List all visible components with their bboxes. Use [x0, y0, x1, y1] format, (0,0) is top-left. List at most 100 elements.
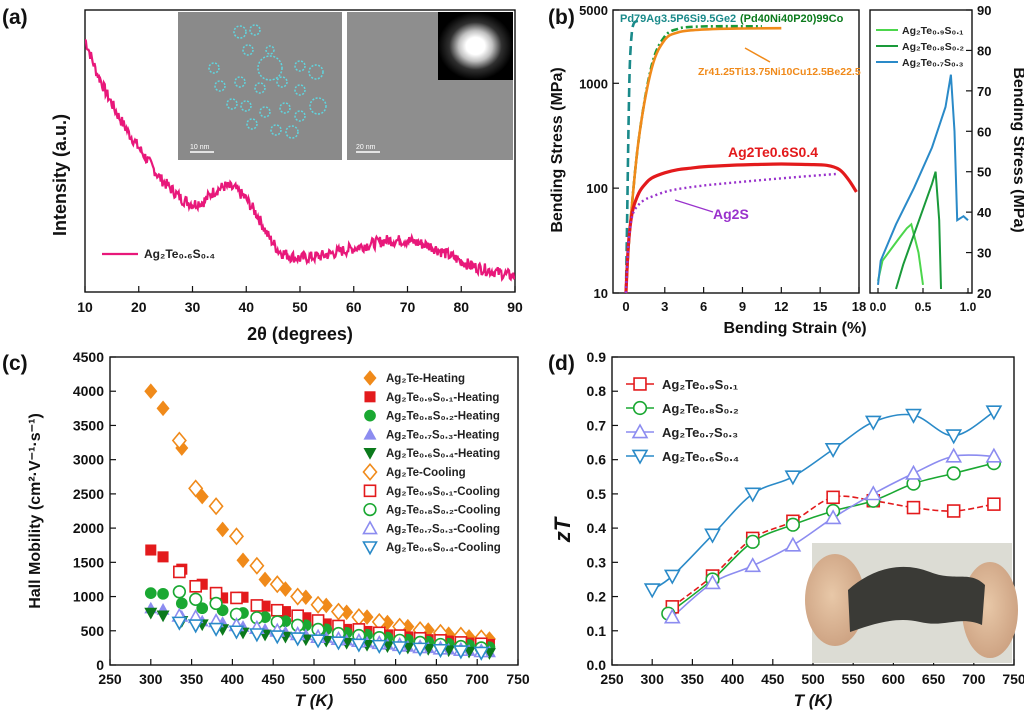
- data-point: [236, 552, 250, 569]
- inset-x-tick-label: 0.5: [915, 300, 932, 314]
- legend-marker: [362, 462, 378, 482]
- inset-legend-label: Ag₂Te₀.₇S₀.₃: [902, 57, 964, 69]
- panel-c: 250 300 350 400 450 500 550 600 650 700 750 0 500 100…: [27, 349, 530, 710]
- data-point: [228, 625, 245, 640]
- data-point: [351, 638, 367, 653]
- data-point: [391, 641, 408, 656]
- data-point: [270, 603, 284, 617]
- data-point: [144, 383, 158, 400]
- data-point: [171, 431, 187, 450]
- nanoparticle-marker: [276, 76, 288, 88]
- data-point: [360, 609, 374, 625]
- stress-curve-Ag2Te0.6S0.4: [624, 162, 858, 294]
- data-point: [269, 575, 285, 594]
- legend-marker: [632, 400, 648, 416]
- data-point: [319, 597, 333, 614]
- x-axis: 10 20 30 40 50 60 70 80 90: [77, 286, 523, 315]
- data-point: [249, 556, 265, 575]
- x-tick-label: 650: [425, 671, 449, 687]
- x-axis-label: T (K): [794, 691, 833, 710]
- x-tick-label: 30: [185, 299, 201, 315]
- y-tick-label: 0.5: [587, 486, 607, 502]
- x-tick-label: 550: [842, 671, 866, 687]
- legend-marker: [363, 448, 377, 460]
- ag2s-leader-line: [674, 199, 714, 213]
- inset-x-tick-label: 1.0: [960, 300, 977, 314]
- x-tick-label: 300: [139, 671, 163, 687]
- data-point: [784, 470, 802, 486]
- data-point: [432, 643, 449, 659]
- data-point: [259, 600, 271, 612]
- data-point: [230, 591, 243, 605]
- inset-frame: [869, 9, 973, 294]
- nanoparticle-marker: [270, 124, 282, 136]
- data-point: [824, 442, 842, 459]
- x-tick-label: 250: [600, 671, 624, 687]
- data-point: [217, 592, 229, 604]
- legend-label: Ag₂Te₀.₇S₀.₃-Heating: [386, 429, 499, 441]
- scale-label-1: 10 nm: [190, 144, 210, 151]
- data-point: [228, 527, 245, 546]
- data-point: [473, 646, 490, 661]
- nanoparticle-marker: [265, 45, 275, 55]
- x-tick-label: 3: [661, 299, 668, 314]
- data-point: [945, 447, 963, 463]
- nanoparticle-marker: [240, 100, 252, 112]
- data-point: [196, 602, 209, 615]
- y-tick-label: 0: [96, 657, 104, 673]
- x-axis-label: T (K): [295, 691, 334, 710]
- y-tick-label: 1500: [73, 554, 104, 570]
- data-point: [864, 415, 882, 431]
- x-tick-label: 700: [466, 671, 490, 687]
- x-tick-label: 500: [801, 671, 825, 687]
- label-ag2te06s04: Ag2Te0.6S0.4: [728, 144, 818, 160]
- tem-image-left: 10 nm: [178, 12, 342, 160]
- y-tick-label: 0.8: [587, 383, 607, 399]
- data-point: [784, 536, 802, 552]
- data-point: [453, 645, 469, 660]
- data-point: [157, 587, 169, 600]
- y-axis-label: zT: [550, 516, 575, 543]
- x-tick-label: 18: [852, 299, 866, 314]
- panel-label-c: (c): [2, 352, 28, 375]
- data-point: [663, 608, 681, 624]
- data-point: [310, 634, 326, 649]
- y-axis-label: Intensity (a.u.): [50, 114, 70, 236]
- x-tick-label: 600: [384, 671, 408, 687]
- legend-marker: [631, 449, 649, 465]
- data-point: [704, 574, 721, 590]
- data-point: [171, 616, 188, 631]
- data-point: [237, 591, 249, 603]
- data-point: [744, 487, 762, 503]
- legend-label: Ag₂Te-Cooling: [386, 467, 466, 479]
- y-tick-label: 0.2: [587, 589, 607, 605]
- data-point: [216, 521, 230, 538]
- data-point: [290, 587, 306, 606]
- x-tick-label: 9: [739, 299, 746, 314]
- nanoparticle-marker: [246, 118, 258, 130]
- inset-y-tick-label: 30: [977, 246, 991, 261]
- legend-marker: [363, 484, 377, 498]
- inset-y-tick-label: 70: [977, 84, 991, 99]
- legend-marker: [364, 391, 376, 403]
- legend-marker: [633, 377, 647, 391]
- x-tick-label: 70: [400, 299, 416, 315]
- data-point: [299, 589, 313, 606]
- data-point: [310, 595, 326, 614]
- inset-lines: [877, 74, 969, 290]
- x-tick-label: 700: [962, 671, 986, 687]
- inset-legend: Ag₂Te₀.₉S₀.₁ Ag₂Te₀.₈S₀.₂ Ag₂Te₀.₇S₀.₃: [876, 25, 964, 69]
- scale-label-2: 20 nm: [356, 144, 376, 151]
- y-tick-label: 500: [81, 623, 105, 639]
- stress-curve-Pd79Ag3.5P6Si9.5Ge2: [624, 18, 642, 294]
- panel-label-a: (a): [2, 6, 28, 29]
- x-tick-label: 90: [507, 299, 523, 315]
- legend-label: Ag₂Te₀.₈S₀.₂-Heating: [386, 411, 500, 423]
- nanoparticle-marker: [257, 55, 283, 81]
- inset-y-tick-label: 80: [977, 43, 991, 58]
- nanoparticle-marker: [226, 98, 238, 110]
- legend-label: Ag₂Te-Heating: [386, 373, 465, 385]
- data-point: [987, 497, 1001, 511]
- x-tick-label: 60: [346, 299, 362, 315]
- data-point: [209, 596, 223, 611]
